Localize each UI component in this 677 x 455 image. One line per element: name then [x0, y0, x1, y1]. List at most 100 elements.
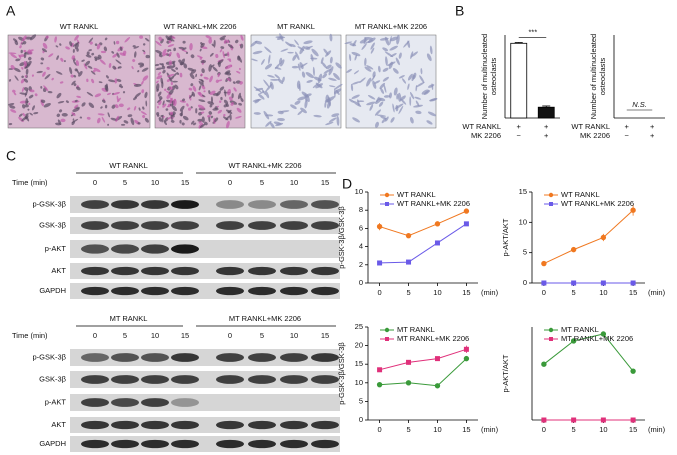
cell: [367, 37, 376, 44]
cell: [21, 75, 24, 79]
marker: [541, 417, 547, 423]
cell: [354, 54, 358, 61]
cell: [167, 35, 173, 40]
cell: [189, 73, 195, 79]
cell: [378, 65, 381, 73]
cell: [233, 87, 237, 92]
cell: [181, 98, 186, 102]
panel-label: A: [6, 3, 16, 19]
cell: [190, 54, 195, 59]
condition-mark: +: [650, 131, 655, 140]
cell: [385, 116, 389, 122]
cell: [162, 48, 167, 55]
cell: [60, 57, 64, 62]
band: [280, 353, 308, 362]
band: [81, 266, 109, 276]
band: [280, 375, 308, 384]
cell: [162, 103, 167, 108]
cell: [366, 101, 376, 106]
cell: [335, 62, 342, 69]
blot-strip: [70, 196, 340, 213]
cell: [198, 85, 202, 91]
cell: [91, 78, 95, 84]
cell: [239, 43, 244, 49]
cell: [252, 98, 262, 102]
cell: [57, 101, 65, 104]
cell: [223, 99, 229, 105]
cell: [306, 79, 313, 83]
cell: [203, 76, 209, 80]
marker: [434, 221, 441, 227]
cell: [116, 78, 122, 82]
cell: [14, 75, 19, 81]
cell: [374, 80, 381, 84]
condition-label: MK 2206: [580, 131, 610, 140]
cell: [14, 40, 19, 46]
cell: [76, 95, 81, 98]
cell: [378, 101, 384, 107]
cell: [431, 83, 434, 91]
cell: [28, 102, 31, 105]
cell: [155, 83, 160, 91]
marker: [376, 381, 383, 388]
band: [171, 286, 199, 296]
cell: [94, 43, 98, 47]
cell: [264, 90, 270, 99]
cell: [215, 79, 219, 83]
cell: [328, 77, 337, 81]
cell: [192, 85, 197, 92]
cell: [282, 76, 285, 83]
cell: [267, 74, 275, 78]
cell: [59, 109, 63, 113]
cell: [142, 49, 146, 53]
condition-label: WT RANKL: [462, 122, 501, 131]
cell: [24, 104, 29, 108]
cell: [142, 115, 146, 119]
cell: [155, 80, 159, 84]
y-tick-label: 15: [355, 359, 363, 368]
marker: [600, 234, 607, 241]
condition-mark: +: [544, 131, 549, 140]
cell: [143, 51, 146, 55]
band: [141, 221, 169, 230]
band: [141, 439, 169, 449]
cell: [395, 57, 400, 66]
series-line: [379, 223, 467, 264]
cell: [159, 63, 163, 66]
cell: [299, 62, 304, 70]
cell: [74, 99, 78, 103]
cell: [145, 100, 148, 107]
cell: [30, 49, 34, 52]
cell: [303, 40, 313, 45]
cell: [310, 57, 318, 60]
cell: [176, 52, 181, 59]
cell: [198, 78, 205, 82]
blot-strip: [70, 217, 340, 234]
cell: [99, 59, 106, 65]
legend-marker: [549, 202, 553, 206]
cell: [219, 100, 222, 103]
cell: [78, 70, 83, 77]
cell: [379, 82, 386, 89]
cell: [33, 112, 39, 115]
y-tick-label: 6: [359, 223, 363, 232]
cell: [43, 85, 49, 92]
x-tick-label: 10: [599, 288, 607, 297]
cell: [351, 51, 361, 57]
cell: [166, 65, 175, 69]
micrograph-title: WT RANKL: [60, 22, 99, 31]
cell: [297, 110, 303, 116]
cell: [157, 71, 162, 76]
cell: [344, 41, 353, 45]
band: [248, 353, 276, 362]
cell: [209, 52, 214, 57]
cell: [222, 50, 225, 59]
condition-mark: +: [625, 122, 630, 131]
marker: [600, 417, 606, 423]
cell: [172, 71, 178, 78]
cell: [313, 114, 322, 118]
cell: [315, 83, 324, 89]
cell: [171, 68, 176, 73]
cell: [133, 83, 142, 87]
